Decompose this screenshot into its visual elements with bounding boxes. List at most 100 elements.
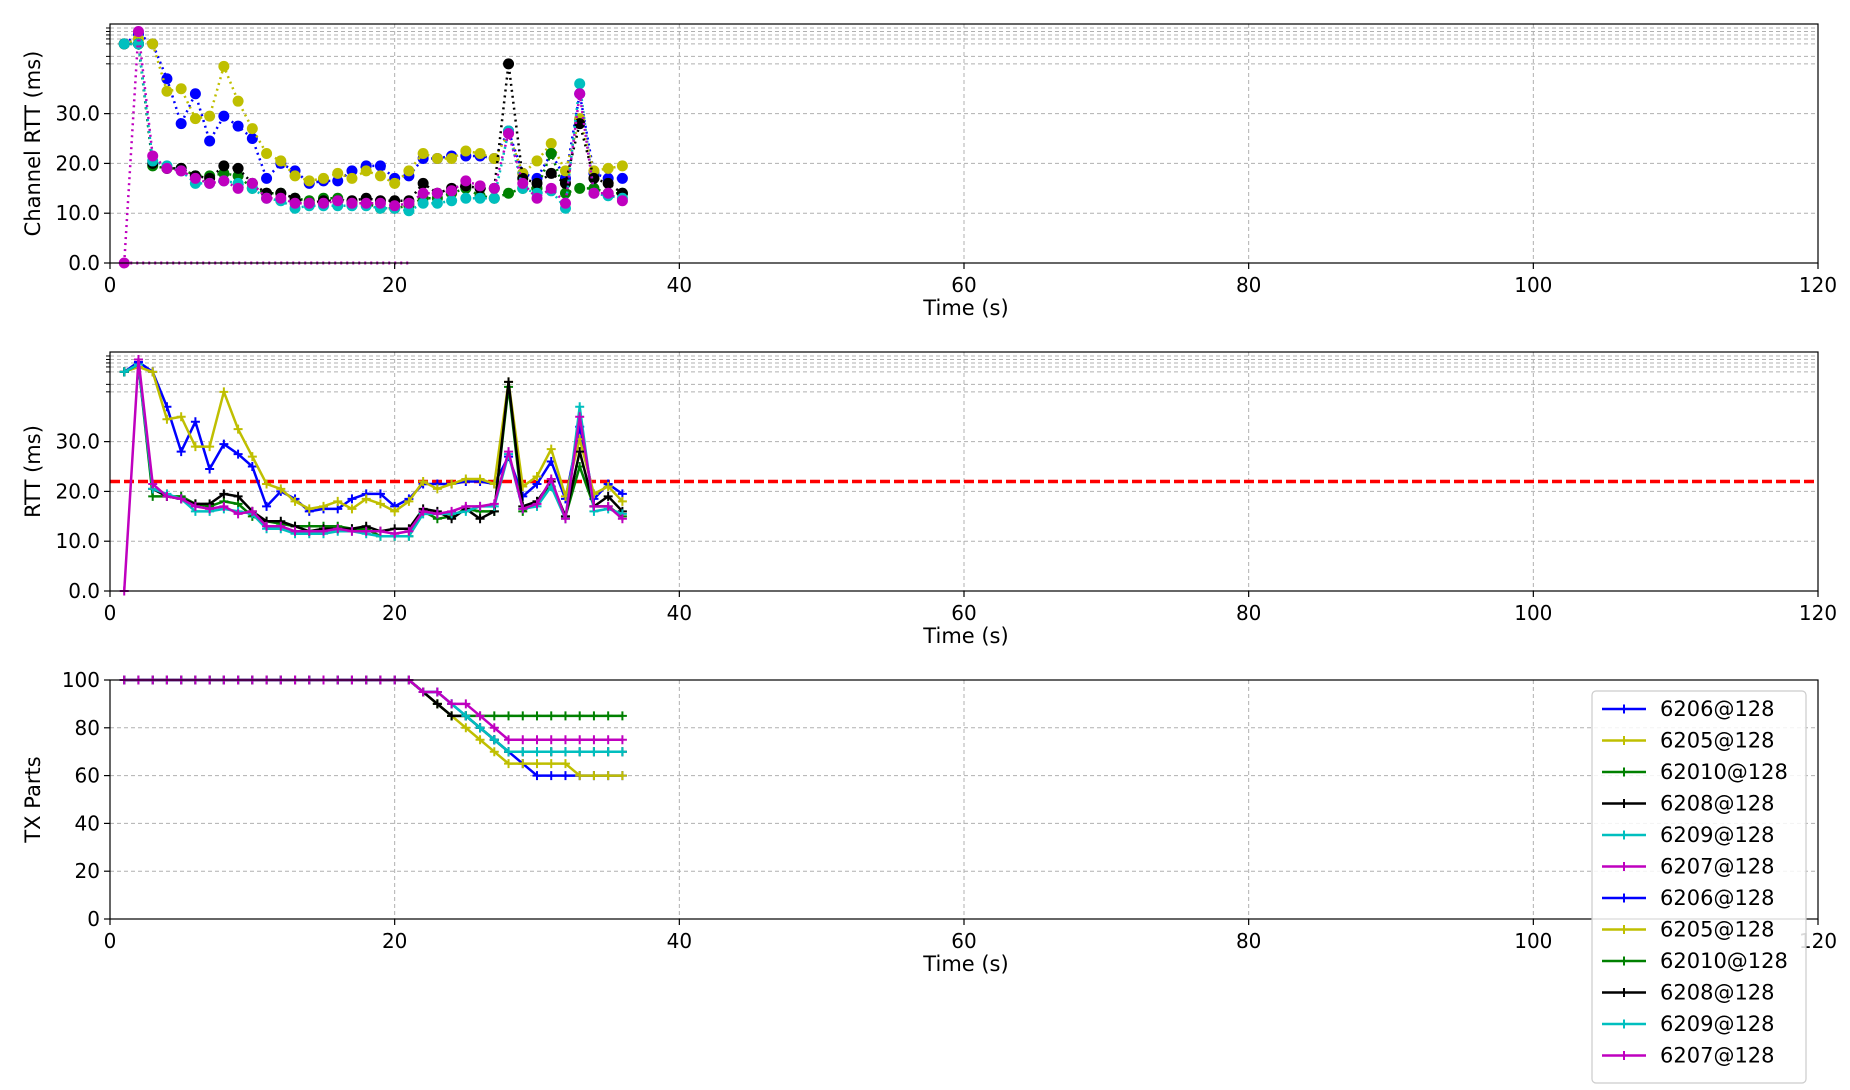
data-point — [447, 479, 457, 489]
x-tick-label: 60 — [951, 929, 976, 953]
series-5 — [118, 25, 628, 269]
data-point — [616, 172, 628, 184]
data-point — [560, 771, 570, 781]
x-tick-label: 100 — [1514, 929, 1552, 953]
data-point — [161, 73, 173, 85]
legend-entry: 6209@128 — [1602, 823, 1775, 847]
legend-label: 6206@128 — [1660, 697, 1775, 721]
legend-entry: 6207@128 — [1602, 1044, 1775, 1068]
data-point — [617, 496, 627, 506]
y-tick-label: 0.0 — [68, 579, 100, 603]
legend-swatch-marker — [1619, 1051, 1629, 1060]
data-point — [319, 526, 328, 536]
data-point — [460, 175, 472, 187]
data-point — [532, 747, 542, 757]
data-point — [431, 197, 443, 209]
y-tick-label: 100 — [62, 668, 100, 692]
y-axis-label: Channel RTT (ms) — [21, 51, 45, 237]
data-point — [332, 195, 344, 207]
data-point — [175, 165, 187, 177]
data-point — [475, 474, 485, 484]
data-point — [133, 354, 143, 364]
data-point — [475, 514, 485, 524]
data-point — [218, 175, 230, 187]
y-tick-label: 10.0 — [55, 201, 100, 225]
data-point — [219, 439, 229, 449]
data-point — [518, 735, 528, 745]
data-point — [162, 491, 172, 501]
x-tick-label: 120 — [1799, 273, 1837, 297]
data-point — [532, 771, 542, 781]
data-point — [575, 771, 585, 781]
data-point — [460, 192, 472, 204]
data-point — [232, 162, 244, 174]
subplot-channel_rtt: 0 20 40 60 80 100 120 0.0 10.0 20.0 30.0 Time (s) Ch… — [21, 23, 1837, 320]
data-point — [575, 412, 585, 422]
data-point — [531, 177, 543, 189]
data-point — [575, 747, 585, 757]
x-tick-label: 0 — [104, 929, 117, 953]
data-point — [432, 687, 442, 697]
data-point — [532, 471, 542, 481]
legend-label: 6209@128 — [1660, 1012, 1775, 1036]
legend-entry: 6208@128 — [1602, 981, 1775, 1005]
data-point — [190, 417, 200, 427]
data-point — [219, 489, 229, 499]
data-point — [546, 474, 556, 484]
data-point — [575, 735, 585, 745]
data-point — [545, 182, 557, 194]
legend-label: 6205@128 — [1660, 729, 1775, 753]
data-point — [532, 711, 542, 721]
data-point — [432, 699, 442, 709]
data-point — [233, 491, 243, 501]
data-point — [218, 110, 230, 122]
legend-swatch-marker — [1619, 988, 1629, 997]
data-point — [417, 187, 429, 199]
data-point — [375, 499, 385, 509]
y-tick-label: 20 — [75, 859, 100, 883]
legend-entry: 6207@128 — [1602, 855, 1775, 879]
data-point — [189, 113, 201, 125]
data-point — [475, 711, 485, 721]
data-point — [417, 177, 429, 189]
data-point — [432, 509, 442, 519]
data-point — [417, 147, 429, 159]
x-axis-label: Time (s) — [922, 296, 1008, 320]
data-point — [559, 177, 571, 189]
data-point — [461, 474, 471, 484]
data-point — [161, 85, 173, 97]
data-point — [447, 506, 457, 516]
legend-label: 6207@128 — [1660, 855, 1775, 879]
legend-swatch-marker — [1619, 830, 1629, 840]
data-point — [275, 192, 287, 204]
x-tick-label: 40 — [667, 273, 692, 297]
data-point — [446, 152, 458, 164]
data-point — [574, 182, 586, 194]
legend-swatch-marker — [1619, 767, 1629, 777]
data-point — [503, 128, 515, 140]
data-point — [617, 514, 627, 524]
data-point — [276, 484, 286, 494]
y-tick-label: 20.0 — [55, 151, 100, 175]
data-point — [347, 494, 357, 504]
data-point — [390, 506, 400, 516]
legend-swatch-marker — [1619, 1019, 1629, 1029]
data-point — [431, 152, 443, 164]
data-point — [461, 699, 471, 709]
data-point — [546, 747, 556, 757]
data-point — [447, 699, 457, 709]
data-point — [518, 759, 528, 769]
data-point — [148, 479, 158, 489]
data-point — [374, 197, 386, 209]
data-point — [132, 25, 144, 37]
x-tick-label: 100 — [1514, 601, 1552, 625]
data-point — [118, 38, 130, 50]
data-point — [431, 187, 443, 199]
legend-label: 6206@128 — [1660, 886, 1775, 910]
x-axis-label: Time (s) — [922, 952, 1008, 976]
data-point — [390, 529, 400, 539]
y-tick-label: 20.0 — [55, 479, 100, 503]
x-tick-label: 40 — [667, 929, 692, 953]
data-point — [247, 506, 257, 516]
data-point — [119, 367, 129, 377]
